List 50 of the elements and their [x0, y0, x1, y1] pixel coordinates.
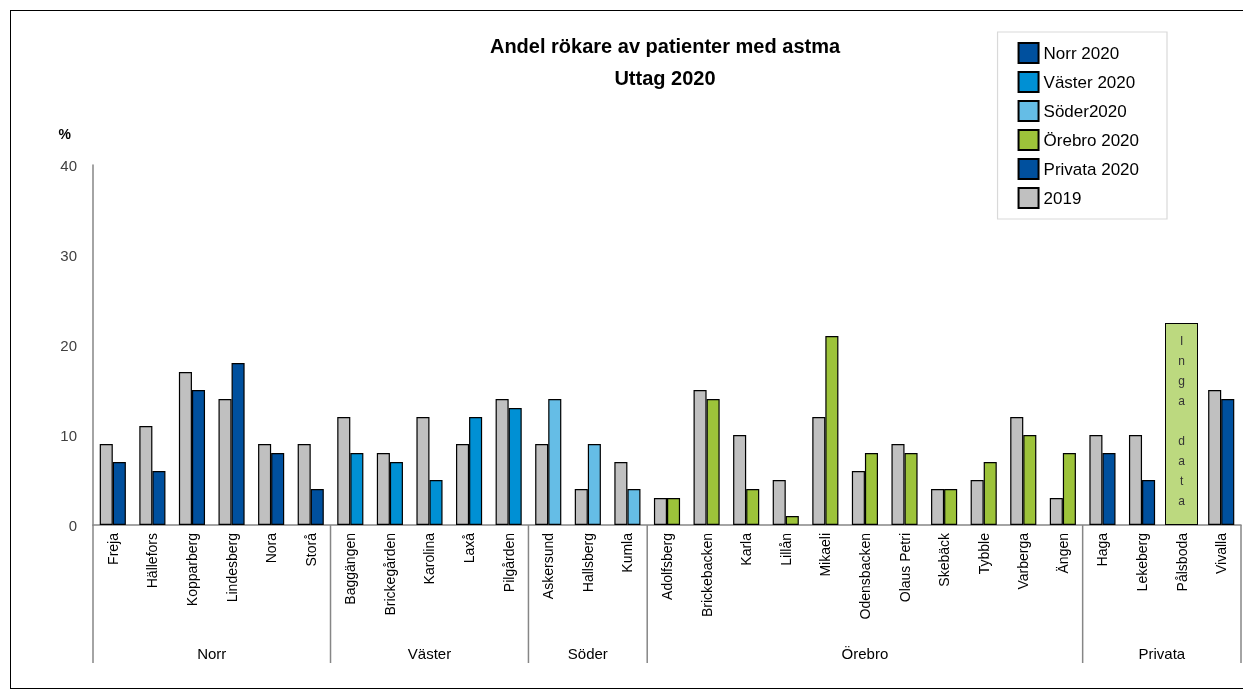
x-tick-label: Haga: [1094, 532, 1111, 567]
text: Söder: [567, 644, 608, 662]
x-tick-label: Adolfsberg: [659, 533, 675, 600]
legend-label: Örebro 2020: [1043, 130, 1139, 150]
y-tick-label: 0: [68, 516, 77, 534]
x-tick-label: Lekeberg: [1134, 533, 1151, 592]
text: Privata: [1138, 644, 1186, 662]
x-tick-label: Ängen: [1054, 533, 1071, 574]
x-tick-label: Baggängen: [342, 533, 359, 605]
x-tick-label: Skebäck: [936, 532, 953, 587]
x-tick-label: Brickegården: [381, 533, 398, 616]
annotation: Inga data: [1174, 334, 1189, 515]
y-axis-title: %: [58, 126, 72, 142]
text: Örebro: [841, 644, 889, 662]
x-tick-label: Nora: [263, 532, 280, 564]
legend-label: Väster 2020: [1043, 72, 1136, 92]
x-tick-label: Mikaeli: [817, 533, 834, 577]
text: Norr: [197, 644, 227, 662]
x-tick-label: Odensbacken: [856, 533, 873, 620]
y-tick-label: 40: [60, 156, 77, 174]
legend-label: Privata 2020: [1043, 159, 1139, 179]
y-tick-label: 30: [60, 246, 77, 264]
x-tick-label: Brickebacken: [698, 533, 715, 618]
y-tick-label: 20: [60, 336, 77, 354]
y-tick-label: 10: [60, 426, 77, 444]
x-tick-label: Hällefors: [144, 533, 161, 589]
x-tick-label: Pålsboda: [1173, 532, 1190, 592]
x-tick-label: Varberga: [1015, 532, 1032, 590]
legend-label: Norr 2020: [1043, 43, 1120, 63]
x-tick-label: Tybble: [975, 532, 992, 575]
x-tick-label: Kopparberg: [183, 533, 200, 607]
x-tick-label: Kumla: [619, 532, 636, 573]
x-tick-label: Pilgården: [500, 533, 517, 593]
x-tick-label: Lindesberg: [223, 533, 240, 603]
x-tick-label: Olaus Petri: [896, 533, 913, 603]
legend-label: Söder2020: [1043, 101, 1127, 121]
x-tick-label: Storå: [302, 532, 319, 567]
x-tick-label: Askersund: [540, 533, 557, 600]
x-tick-label: Hallsberg: [579, 533, 596, 593]
no-data-box: Inga data: [1164, 323, 1199, 525]
legend-label: 2019: [1043, 188, 1082, 208]
x-tick-label: Laxå: [461, 532, 478, 564]
chart-title: Andel rökare av patienter med astma: [489, 35, 841, 57]
x-tick-label: Karla: [738, 532, 755, 566]
chart-subtitle: Uttag 2020: [614, 67, 716, 89]
x-tick-label: Lillån: [777, 533, 794, 566]
x-tick-label: Vivalla: [1213, 532, 1230, 574]
x-tick-label: Freja: [104, 532, 121, 565]
text: Väster: [407, 644, 452, 662]
x-tick-label: Karolina: [421, 532, 438, 585]
